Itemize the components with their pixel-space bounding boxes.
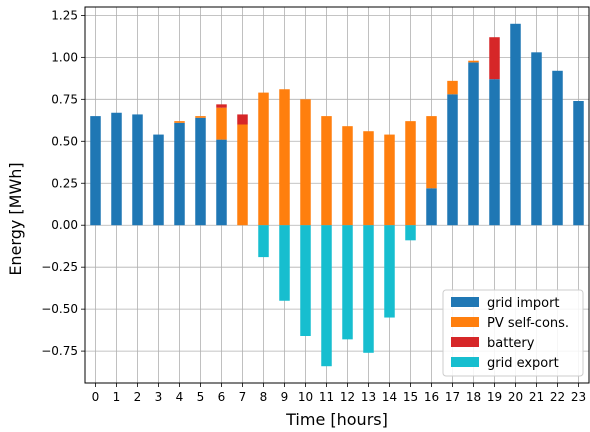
bar-0-17 (447, 94, 458, 226)
bar-1-12 (342, 126, 353, 226)
x-tick-label-22: 22 (550, 390, 565, 404)
legend: grid import PV self-cons. battery grid expo… (442, 289, 584, 377)
x-tick-label-19: 19 (487, 390, 502, 404)
y-tick-label-1: −0.50 (41, 302, 78, 316)
x-tick-label-15: 15 (403, 390, 418, 404)
bar-3-10 (300, 225, 311, 336)
bar-1-6 (216, 107, 227, 140)
x-tick-label-6: 6 (218, 390, 226, 404)
bar-0-2 (132, 114, 143, 226)
legend-swatch-1 (451, 317, 479, 327)
x-tick-label-13: 13 (361, 390, 376, 404)
bar-0-23 (573, 101, 584, 226)
y-axis-title: Energy [MWh] (6, 162, 25, 275)
bar-1-15 (405, 121, 416, 226)
legend-box (442, 289, 584, 377)
x-tick-label-9: 9 (281, 390, 289, 404)
y-tick-label-5: 0.50 (51, 134, 78, 148)
bar-1-18 (468, 60, 479, 63)
legend-swatch-2 (451, 337, 479, 347)
legend-swatch-3 (451, 357, 479, 367)
axes (81, 6, 590, 387)
bar-0-19 (489, 79, 500, 226)
x-tick-label-21: 21 (529, 390, 544, 404)
y-tick-label-2: −0.25 (41, 260, 78, 274)
bar-0-18 (468, 62, 479, 226)
bar-3-13 (363, 225, 374, 353)
bar-1-14 (384, 134, 395, 226)
plot-frame (84, 6, 590, 384)
bars (90, 23, 584, 367)
x-tick-label-8: 8 (260, 390, 268, 404)
bar-3-11 (321, 225, 332, 367)
bar-1-17 (447, 80, 458, 95)
x-tick-label-7: 7 (239, 390, 247, 404)
tick-labels: 0 1 2 3 4 5 6 7 8 9 10 11 12 13 14 15 16 17 18 19 20 21 22 23−0… (41, 8, 586, 404)
bar-0-22 (552, 70, 563, 226)
bar-1-8 (258, 92, 269, 226)
x-tick-label-16: 16 (424, 390, 439, 404)
bar-3-9 (279, 225, 290, 301)
bar-2-7 (237, 114, 248, 125)
bar-1-9 (279, 89, 290, 226)
y-tick-label-8: 1.25 (51, 8, 78, 22)
bar-3-12 (342, 225, 353, 340)
bar-0-6 (216, 139, 227, 226)
bar-1-5 (195, 116, 206, 118)
x-tick-label-17: 17 (445, 390, 460, 404)
bar-3-14 (384, 225, 395, 318)
legend-label-1: PV self-cons. (487, 316, 569, 331)
bar-1-13 (363, 131, 374, 226)
y-tick-label-7: 1.00 (51, 50, 78, 64)
bar-0-16 (426, 188, 437, 226)
bar-2-19 (489, 37, 500, 80)
bar-0-21 (531, 52, 542, 226)
x-tick-label-2: 2 (134, 390, 142, 404)
bar-2-6 (216, 104, 227, 108)
bar-1-10 (300, 99, 311, 226)
x-tick-label-23: 23 (571, 390, 586, 404)
y-tick-label-6: 0.75 (51, 92, 78, 106)
legend-label-0: grid import (487, 296, 560, 311)
x-tick-label-3: 3 (155, 390, 163, 404)
bar-0-0 (90, 116, 101, 226)
y-tick-label-0: −0.75 (41, 344, 78, 358)
bar-0-4 (174, 122, 185, 226)
bar-0-1 (111, 112, 122, 226)
bar-1-7 (237, 124, 248, 226)
x-tick-label-1: 1 (113, 390, 121, 404)
x-tick-label-0: 0 (92, 390, 100, 404)
bar-3-15 (405, 225, 416, 241)
bar-0-3 (153, 134, 164, 226)
legend-label-3: grid export (487, 356, 559, 371)
legend-label-2: battery (487, 336, 535, 351)
x-tick-label-14: 14 (382, 390, 397, 404)
bar-1-11 (321, 116, 332, 226)
bar-0-20 (510, 23, 521, 226)
x-tick-label-4: 4 (176, 390, 184, 404)
legend-swatch-0 (451, 297, 479, 307)
y-tick-label-3: 0.00 (51, 218, 78, 232)
x-tick-label-12: 12 (340, 390, 355, 404)
x-axis-title: Time [hours] (285, 410, 388, 429)
x-tick-label-20: 20 (508, 390, 523, 404)
x-tick-label-11: 11 (319, 390, 334, 404)
bar-1-16 (426, 116, 437, 189)
x-tick-label-5: 5 (197, 390, 205, 404)
bar-3-8 (258, 225, 269, 258)
bar-0-5 (195, 117, 206, 226)
y-tick-label-4: 0.25 (51, 176, 78, 190)
x-tick-label-18: 18 (466, 390, 481, 404)
bar-1-4 (174, 121, 185, 123)
x-tick-label-10: 10 (298, 390, 313, 404)
